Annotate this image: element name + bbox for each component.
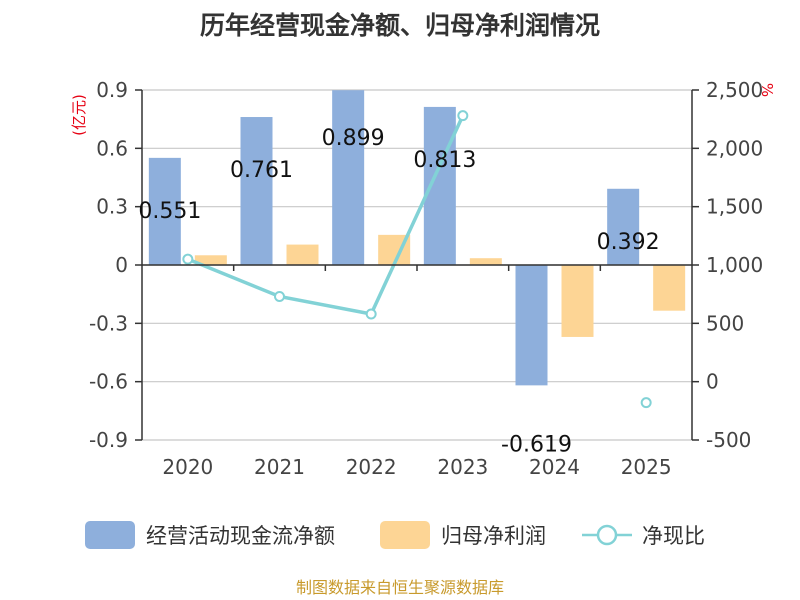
cash-flow-value-label: 0.551 <box>138 199 201 224</box>
cash-ratio-point <box>640 397 652 409</box>
chart-title: 历年经营现金净额、归母净利润情况 <box>200 11 600 40</box>
legend-swatch-net-profit <box>380 521 430 549</box>
cash-flow-bar <box>332 90 365 265</box>
net-profit-bar <box>653 265 686 311</box>
cash-flow-bar <box>148 157 181 265</box>
legend-label-cash-flow: 经营活动现金流净额 <box>146 524 335 548</box>
cash-flow-value-label: -0.619 <box>501 432 572 457</box>
left-tick-label: 0 <box>115 253 128 277</box>
x-tick-label: 2023 <box>437 455 488 479</box>
cash-ratio-point <box>457 110 469 122</box>
right-tick-label: 500 <box>706 311 744 335</box>
cash-ratio-line-segment <box>187 114 465 316</box>
x-tick-label: 2022 <box>346 455 397 479</box>
cash-ratio-point <box>365 308 377 320</box>
right-tick-label: 0 <box>706 370 719 394</box>
net-profit-bar <box>561 265 594 337</box>
cash-flow-value-label: 0.761 <box>230 158 293 183</box>
legend-label-net-profit: 归母净利润 <box>441 524 546 548</box>
net-profit-bar <box>286 244 319 265</box>
net-profit-bar <box>469 258 502 265</box>
left-tick-label: 0.9 <box>96 78 128 102</box>
right-tick-label: -500 <box>706 428 751 452</box>
left-axis-unit: (亿元) <box>70 94 88 136</box>
x-tick-label: 2025 <box>621 455 672 479</box>
x-tick-label: 2024 <box>529 455 580 479</box>
source-note: 制图数据来自恒生聚源数据库 <box>296 578 504 597</box>
cash-flow-bar <box>607 188 640 265</box>
x-tick-label: 2021 <box>254 455 305 479</box>
net-profit-bars <box>194 234 686 337</box>
cash-flow-bars <box>148 90 640 386</box>
left-tick-label: 0.3 <box>96 195 128 219</box>
legend-label-cash-ratio: 净现比 <box>642 524 705 548</box>
x-tick-label: 2020 <box>162 455 213 479</box>
right-tick-label: 1,500 <box>706 195 763 219</box>
legend-swatch-cash-flow <box>85 521 135 549</box>
data-labels: 0.551 0.761 0.899 0.813 -0.619 0.392 <box>138 126 659 457</box>
left-tick-label: -0.6 <box>89 370 128 394</box>
cash-flow-bar <box>515 265 548 386</box>
cash-ratio-point <box>182 253 194 265</box>
legend-marker-cash-ratio <box>596 524 618 546</box>
cash-flow-bar <box>240 117 273 266</box>
net-profit-bar <box>194 255 227 265</box>
right-tick-label: 1,000 <box>706 253 763 277</box>
left-tick-label: -0.9 <box>89 428 128 452</box>
cash-flow-value-label: 0.899 <box>322 126 385 151</box>
axes: 0.9 0.6 0.3 0 -0.3 -0.6 -0.9 2,500 2,000 1,500 1,0… <box>89 78 763 479</box>
right-axis-unit: % <box>758 83 776 97</box>
left-tick-label: 0.6 <box>96 136 128 160</box>
left-tick-label: -0.3 <box>89 311 128 335</box>
cash-ratio-line <box>182 110 652 409</box>
right-tick-label: 2,500 <box>706 78 763 102</box>
cash-ratio-point <box>274 291 285 302</box>
cash-flow-value-label: 0.392 <box>597 230 660 255</box>
legend: 经营活动现金流净额 归母净利润 净现比 <box>85 521 705 549</box>
cash-flow-value-label: 0.813 <box>413 148 476 173</box>
right-tick-label: 2,000 <box>706 136 763 160</box>
